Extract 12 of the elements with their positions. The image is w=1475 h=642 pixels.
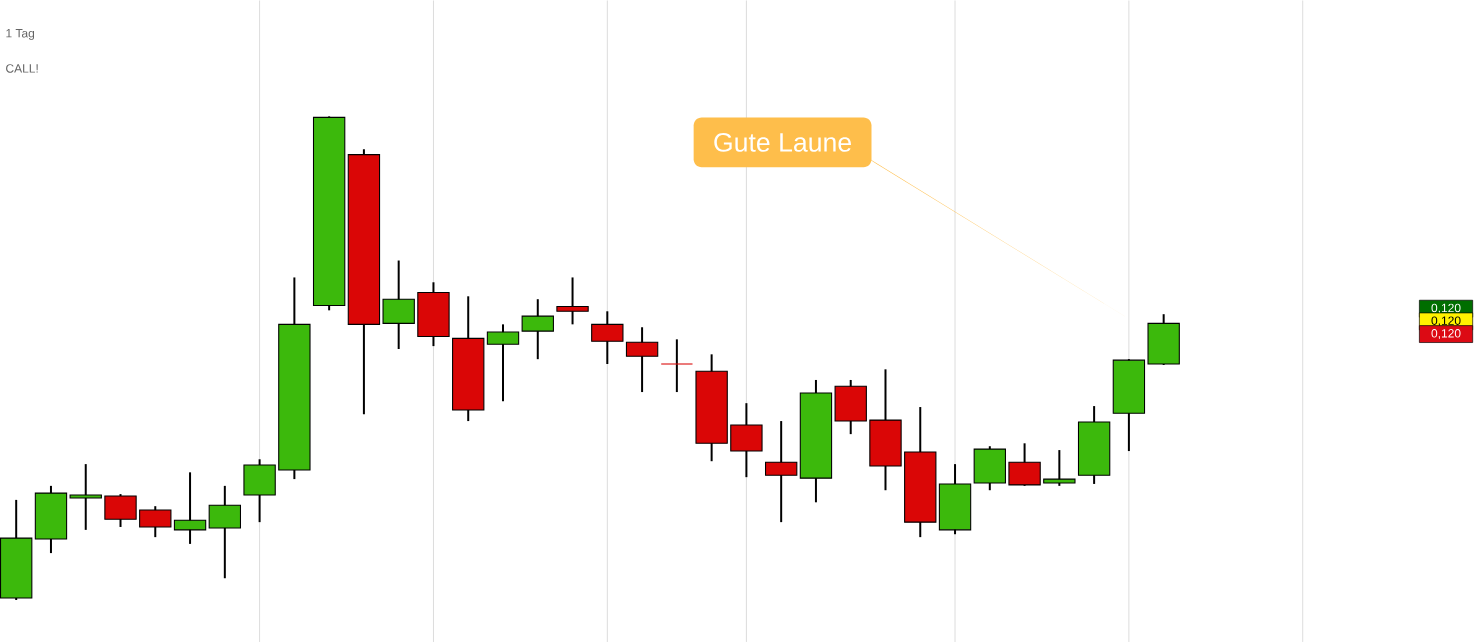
candlestick	[1043, 448, 1076, 487]
text: 0,120	[1431, 316, 1461, 327]
text: 0,120	[1431, 328, 1461, 339]
candlestick	[69, 462, 102, 531]
candlestick	[764, 419, 798, 523]
text: 0,120	[1431, 303, 1461, 314]
annotation: Gute Laune	[714, 132, 851, 152]
chart-subtitle: 1 Tag	[6, 28, 35, 40]
candlestick	[660, 338, 694, 393]
text: CALL!	[6, 63, 38, 73]
candlestick	[173, 471, 207, 545]
candlestick	[556, 276, 589, 326]
